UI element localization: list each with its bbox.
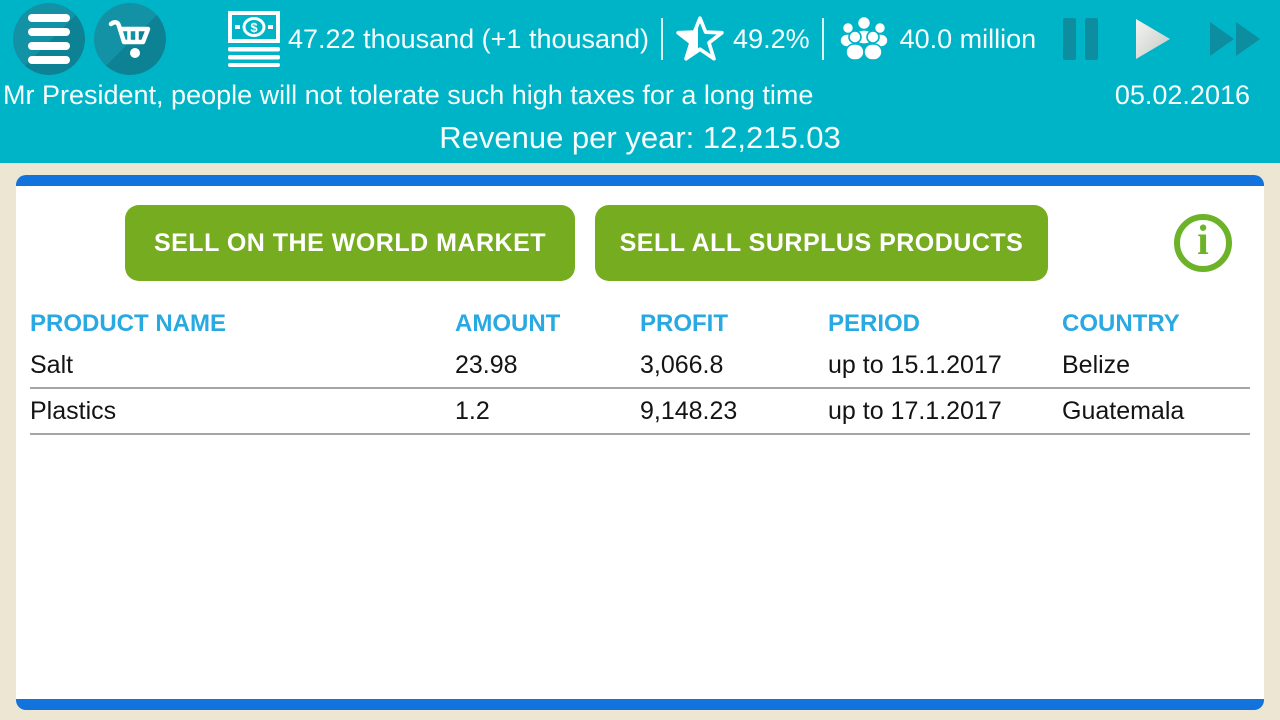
market-panel: SELL ON THE WORLD MARKET SELL ALL SURPLU… bbox=[16, 175, 1264, 710]
contracts-table: PRODUCT NAME AMOUNT PROFIT PERIOD COUNTR… bbox=[16, 305, 1264, 435]
cell-period: up to 17.1.2017 bbox=[828, 396, 1002, 425]
info-icon: i bbox=[1197, 218, 1209, 264]
play-icon bbox=[1134, 17, 1172, 61]
status-row: Mr President, people will not tolerate s… bbox=[0, 78, 1280, 111]
population-stat[interactable]: 40.0 million bbox=[836, 14, 1037, 64]
cell-product: Plastics bbox=[30, 396, 117, 425]
cart-icon bbox=[107, 18, 153, 60]
menu-button[interactable] bbox=[13, 3, 85, 75]
cell-country: Belize bbox=[1062, 350, 1131, 379]
fast-forward-icon bbox=[1208, 19, 1262, 59]
money-value: 47.22 thousand (+1 thousand) bbox=[288, 23, 650, 54]
cell-profit: 9,148.23 bbox=[640, 396, 738, 425]
col-profit: PROFIT bbox=[640, 310, 728, 337]
top-hud: $ 47.22 thousand (+1 thousand) bbox=[0, 0, 1280, 163]
play-button[interactable] bbox=[1134, 17, 1172, 61]
col-product-name: PRODUCT NAME bbox=[30, 310, 226, 337]
sell-world-market-button[interactable]: SELL ON THE WORLD MARKET bbox=[125, 205, 575, 281]
col-amount: AMOUNT bbox=[455, 310, 561, 337]
hamburger-menu-icon bbox=[28, 14, 70, 64]
fast-forward-button[interactable] bbox=[1208, 19, 1262, 59]
hud-row: $ 47.22 thousand (+1 thousand) bbox=[0, 0, 1280, 78]
time-controls bbox=[1063, 17, 1262, 61]
svg-text:$: $ bbox=[250, 20, 258, 35]
stat-divider bbox=[661, 18, 664, 60]
approval-stat[interactable]: 49.2% bbox=[675, 14, 810, 64]
money-stat[interactable]: $ 47.22 thousand (+1 thousand) bbox=[228, 11, 649, 67]
advisor-message: Mr President, people will not tolerate s… bbox=[3, 80, 814, 110]
cell-country: Guatemala bbox=[1062, 396, 1185, 425]
sell-all-surplus-button[interactable]: SELL ALL SURPLUS PRODUCTS bbox=[595, 205, 1048, 281]
hud-stats: $ 47.22 thousand (+1 thousand) bbox=[228, 11, 1036, 67]
game-date: 05.02.2016 bbox=[1114, 80, 1250, 110]
info-button[interactable]: i bbox=[1174, 214, 1232, 272]
col-country: COUNTRY bbox=[1062, 310, 1180, 337]
table-header-row: PRODUCT NAME AMOUNT PROFIT PERIOD COUNTR… bbox=[30, 305, 1250, 343]
approval-value: 49.2% bbox=[733, 23, 810, 54]
banknotes-icon: $ bbox=[228, 11, 280, 67]
stat-divider bbox=[821, 18, 824, 60]
population-icon bbox=[836, 14, 892, 64]
cell-profit: 3,066.8 bbox=[640, 350, 724, 379]
revenue-per-year: Revenue per year: 12,215.03 bbox=[439, 120, 841, 155]
cell-amount: 23.98 bbox=[455, 350, 518, 379]
pause-button[interactable] bbox=[1063, 18, 1098, 60]
col-period: PERIOD bbox=[828, 310, 921, 337]
pause-icon bbox=[1063, 18, 1076, 60]
shop-button[interactable] bbox=[94, 3, 166, 75]
cell-product: Salt bbox=[30, 350, 74, 379]
cell-period: up to 15.1.2017 bbox=[828, 350, 1002, 379]
table-row: Plastics 1.2 9,148.23 up to 17.1.2017 Gu… bbox=[30, 389, 1250, 435]
cell-amount: 1.2 bbox=[455, 396, 490, 425]
table-row: Salt 23.98 3,066.8 up to 15.1.2017 Beliz… bbox=[30, 343, 1250, 389]
population-value: 40.0 million bbox=[899, 23, 1037, 54]
star-icon bbox=[675, 14, 725, 64]
market-actions: SELL ON THE WORLD MARKET SELL ALL SURPLU… bbox=[16, 205, 1264, 281]
